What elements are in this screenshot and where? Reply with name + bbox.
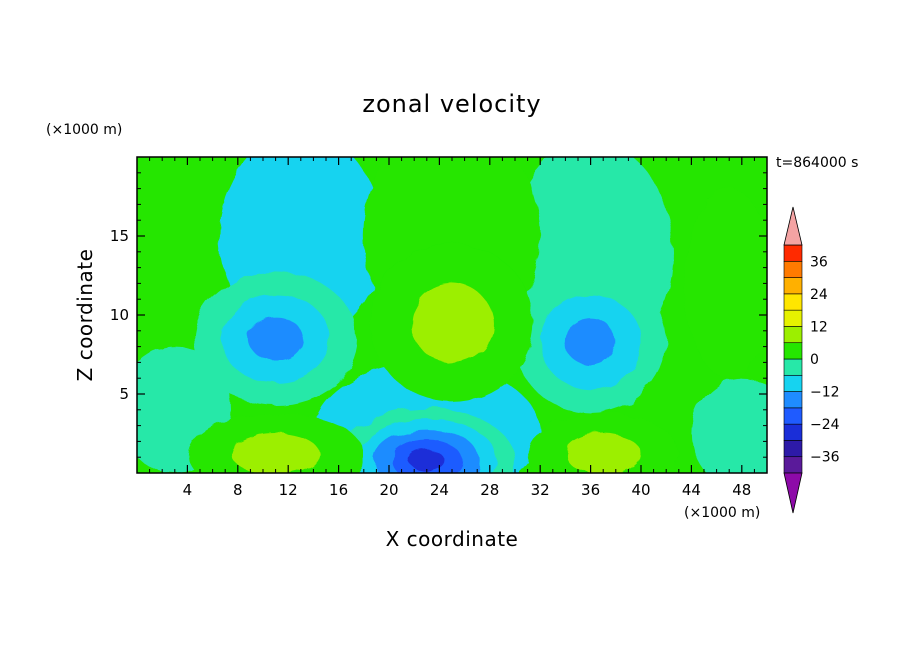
colorbar-tick-label: −24 (810, 417, 840, 433)
x-tick-label: 44 (682, 481, 701, 499)
colorbar: 36 24 12 0 −12 −24 −36 (783, 206, 840, 514)
contour-level-region (565, 433, 641, 473)
x-tick-label: 48 (732, 481, 751, 499)
x-tick-label: 4 (183, 481, 193, 499)
x-axis-label: X coordinate (386, 527, 519, 551)
colorbar-swatch (783, 423, 803, 441)
x-tick-label: 8 (233, 481, 243, 499)
x-tick-label: 28 (480, 481, 499, 499)
x-tick-label: 32 (531, 481, 550, 499)
contour-level-region (685, 188, 767, 379)
colorbar-swatch (783, 374, 803, 392)
y-tick-label: 5 (119, 385, 129, 403)
contour-level-region (565, 318, 616, 366)
contour-level-region (231, 433, 320, 473)
x-ticks: 4 8 12 16 20 24 28 32 36 40 44 48 (149, 157, 755, 499)
colorbar-swatch (783, 277, 803, 295)
contour-level-region (248, 316, 303, 361)
x-axis-unit: (×1000 m) (684, 505, 760, 521)
y-axis-label: Z coordinate (73, 249, 97, 382)
x-tick-label: 12 (279, 481, 298, 499)
chart-title: zonal velocity (362, 90, 541, 118)
colorbar-swatch (783, 342, 803, 360)
colorbar-swatch (783, 326, 803, 344)
colorbar-tick-label: 12 (810, 319, 828, 335)
colorbar-over-arrow (783, 206, 803, 246)
x-tick-label: 24 (430, 481, 449, 499)
y-ticks: 5 10 15 (110, 172, 767, 458)
colorbar-under-arrow (783, 472, 803, 514)
colorbar-swatch (783, 260, 803, 278)
x-tick-label: 16 (329, 481, 348, 499)
y-axis-unit: (×1000 m) (46, 122, 122, 138)
x-tick-label: 36 (581, 481, 600, 499)
colorbar-swatch (783, 293, 803, 311)
colorbar-swatch (783, 309, 803, 327)
colorbar-tick-label: −36 (810, 450, 840, 466)
colorbar-swatch (783, 391, 803, 409)
y-tick-label: 15 (110, 227, 129, 245)
y-tick-label: 10 (110, 306, 129, 324)
contour-level-region (409, 449, 445, 471)
contour-band (691, 378, 767, 473)
colorbar-swatch (783, 244, 803, 262)
colorbar-tick-label: −12 (810, 385, 840, 401)
x-tick-label: 20 (379, 481, 398, 499)
colorbar-swatch (783, 358, 803, 376)
colorbar-swatch (783, 456, 803, 474)
time-label: t=864000 s (776, 155, 858, 171)
colorbar-tick-label: 0 (810, 352, 819, 368)
colorbar-swatch (783, 440, 803, 458)
contour-level-region (411, 283, 493, 363)
contour-field (137, 157, 767, 473)
colorbar-swatch (783, 407, 803, 425)
x-tick-label: 40 (631, 481, 650, 499)
colorbar-tick-label: 24 (810, 287, 828, 303)
colorbar-tick-label: 36 (810, 254, 828, 270)
